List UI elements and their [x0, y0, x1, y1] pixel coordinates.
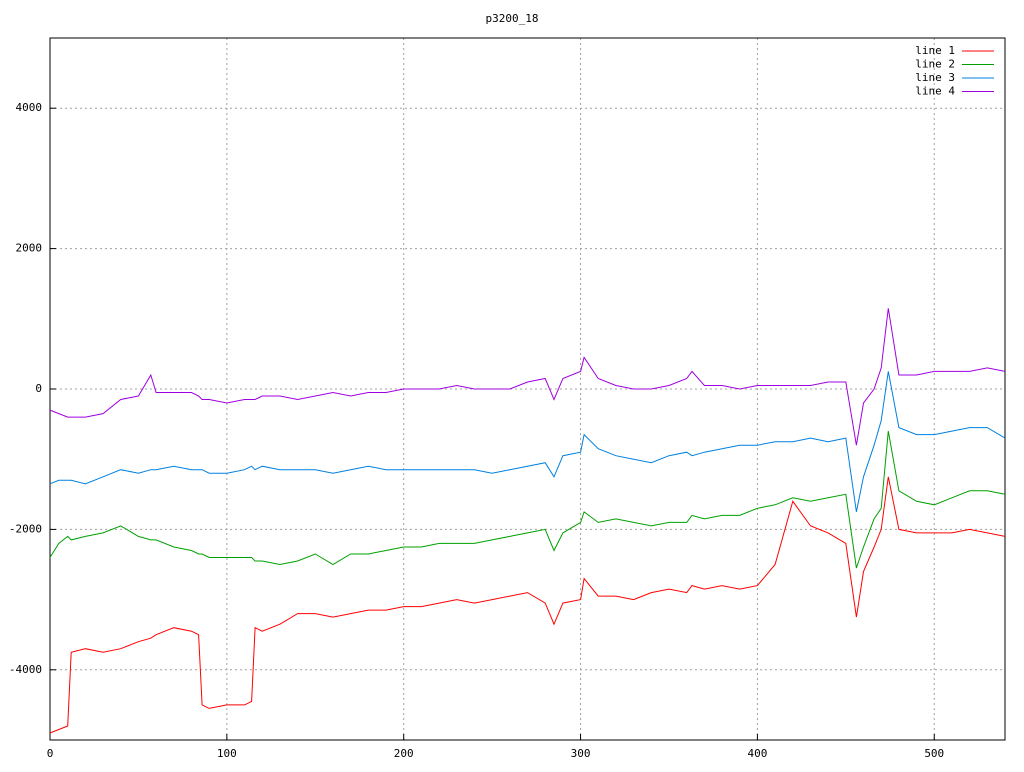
series-line [49, 431, 1006, 569]
legend-label: line 2 [915, 58, 955, 71]
series-line [49, 308, 1006, 446]
series-line [49, 371, 1006, 512]
legend-label: line 1 [915, 44, 955, 57]
x-tick-label: 200 [394, 747, 414, 760]
y-tick-label: 0 [35, 382, 42, 395]
legend-label: line 3 [915, 71, 955, 84]
y-tick-label: -4000 [9, 663, 42, 676]
x-tick-label: 100 [217, 747, 237, 760]
y-tick-label: 2000 [16, 242, 43, 255]
x-tick-label: 400 [747, 747, 767, 760]
series-line [49, 476, 1006, 734]
legend-label: line 4 [915, 85, 955, 98]
y-tick-label: -2000 [9, 522, 42, 535]
y-tick-label: 4000 [16, 101, 43, 114]
chart-title: p3200_18 [486, 12, 539, 25]
x-tick-label: 300 [571, 747, 591, 760]
x-tick-label: 0 [47, 747, 54, 760]
x-tick-label: 500 [924, 747, 944, 760]
plot-frame [49, 37, 1006, 741]
